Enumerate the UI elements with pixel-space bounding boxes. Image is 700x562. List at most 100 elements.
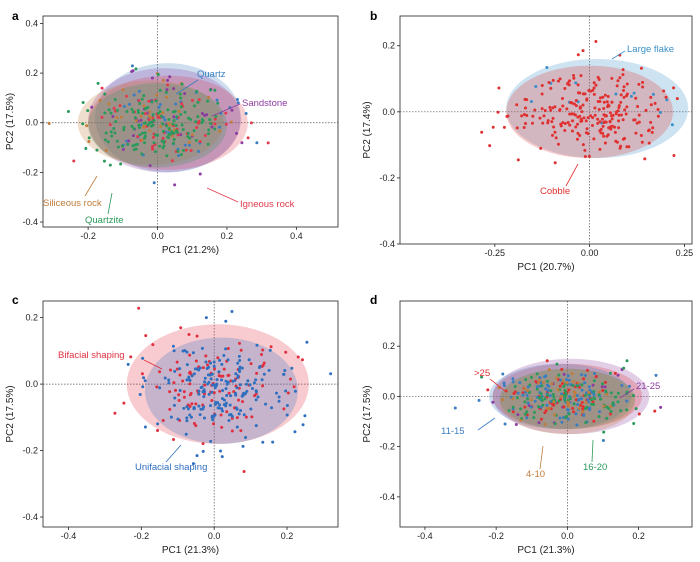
data-point — [214, 115, 218, 119]
group-label: Unifacial shaping — [135, 462, 207, 473]
data-point — [195, 334, 199, 338]
data-point — [634, 96, 638, 100]
data-point — [177, 109, 181, 113]
data-point — [192, 104, 196, 108]
data-point — [523, 412, 527, 416]
data-point — [207, 95, 211, 99]
data-point — [562, 405, 566, 409]
data-point — [552, 395, 556, 399]
data-point — [627, 145, 631, 149]
data-point — [136, 108, 140, 112]
data-point — [143, 379, 147, 383]
data-point — [130, 107, 134, 111]
x-tick-label: -0.4 — [61, 531, 77, 541]
data-point — [171, 344, 175, 348]
data-point — [617, 105, 621, 109]
data-point — [282, 372, 286, 376]
data-point — [158, 88, 162, 92]
data-point — [601, 95, 605, 99]
data-point — [614, 92, 618, 96]
data-point — [592, 393, 596, 397]
data-point — [85, 124, 89, 128]
data-point — [602, 100, 606, 104]
data-point — [192, 421, 196, 425]
data-point — [491, 400, 495, 404]
data-point — [625, 105, 629, 109]
data-point — [532, 416, 536, 420]
data-point — [568, 123, 572, 127]
ellipse-quartz — [95, 63, 241, 173]
data-point — [522, 112, 526, 116]
data-point — [662, 89, 666, 93]
data-point — [159, 125, 163, 129]
x-tick-label: -0.2 — [80, 231, 96, 241]
data-point — [151, 343, 155, 347]
data-point — [534, 84, 538, 88]
data-point — [217, 370, 221, 374]
data-point — [178, 373, 182, 377]
data-point — [203, 376, 207, 380]
data-point — [214, 383, 218, 387]
data-point — [616, 79, 620, 83]
data-point — [597, 390, 601, 394]
data-point — [580, 373, 584, 377]
data-point — [602, 134, 606, 138]
data-point — [148, 129, 152, 133]
data-point — [576, 53, 580, 57]
data-point — [555, 362, 559, 366]
data-point — [84, 147, 88, 151]
data-point — [546, 119, 550, 123]
data-point — [230, 108, 234, 112]
y-tick-label: -0.2 — [22, 446, 38, 456]
data-point — [224, 122, 228, 126]
data-point — [571, 380, 575, 384]
data-point — [140, 97, 144, 101]
data-point — [206, 142, 210, 146]
data-point — [172, 87, 176, 91]
data-point — [538, 378, 542, 382]
data-point — [575, 384, 579, 388]
data-point — [277, 395, 281, 399]
data-point — [176, 417, 180, 421]
data-point — [168, 407, 172, 411]
data-point — [224, 401, 228, 405]
data-point — [639, 134, 643, 138]
data-point — [242, 469, 246, 473]
data-point — [605, 416, 609, 420]
data-point — [202, 395, 206, 399]
data-point — [203, 134, 207, 138]
data-point — [227, 391, 231, 395]
data-point — [249, 121, 253, 125]
data-point — [81, 100, 85, 104]
data-point — [142, 104, 146, 108]
data-point — [634, 131, 638, 135]
data-point — [587, 390, 591, 394]
x-tick-label: 0.25 — [676, 248, 694, 258]
data-point — [284, 350, 288, 354]
data-point — [631, 394, 635, 398]
data-point — [634, 407, 638, 411]
data-point — [141, 385, 145, 389]
data-point — [609, 391, 613, 395]
data-point — [610, 76, 614, 80]
data-point — [244, 382, 248, 386]
data-point — [204, 360, 208, 364]
data-point — [212, 360, 216, 364]
data-point — [551, 393, 555, 397]
data-point — [609, 125, 613, 129]
data-point — [561, 104, 565, 108]
data-point — [119, 115, 123, 119]
data-point — [594, 39, 598, 43]
data-point — [216, 406, 220, 410]
data-point — [622, 95, 626, 99]
data-point — [233, 378, 237, 382]
data-point — [539, 381, 543, 385]
data-point — [192, 407, 196, 411]
data-point — [115, 108, 119, 112]
data-point — [502, 383, 506, 387]
data-point — [563, 86, 567, 90]
data-point — [513, 385, 517, 389]
data-point — [504, 389, 508, 393]
data-point — [162, 139, 166, 143]
data-point — [179, 105, 183, 109]
